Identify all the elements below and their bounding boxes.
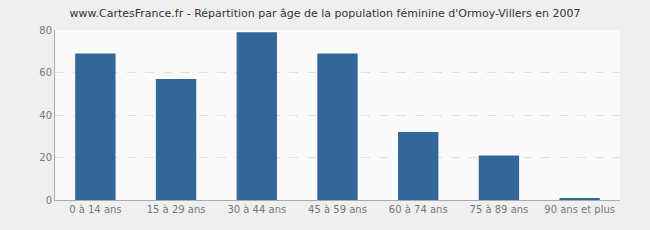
svg-text:40: 40 [39,110,52,121]
svg-text:90 ans et plus: 90 ans et plus [544,204,615,215]
svg-text:45 à 59 ans: 45 à 59 ans [308,204,367,215]
svg-text:www.CartesFrance.fr - Répartit: www.CartesFrance.fr - Répartition par âg… [69,7,580,20]
svg-text:0 à 14 ans: 0 à 14 ans [69,204,121,215]
svg-text:60 à 74 ans: 60 à 74 ans [389,204,448,215]
svg-text:15 à 29 ans: 15 à 29 ans [147,204,206,215]
svg-text:80: 80 [39,25,52,36]
svg-text:60: 60 [39,67,52,78]
svg-text:0: 0 [46,195,52,206]
svg-text:75 à 89 ans: 75 à 89 ans [470,204,529,215]
svg-text:30 à 44 ans: 30 à 44 ans [227,204,286,215]
svg-text:20: 20 [39,152,52,163]
